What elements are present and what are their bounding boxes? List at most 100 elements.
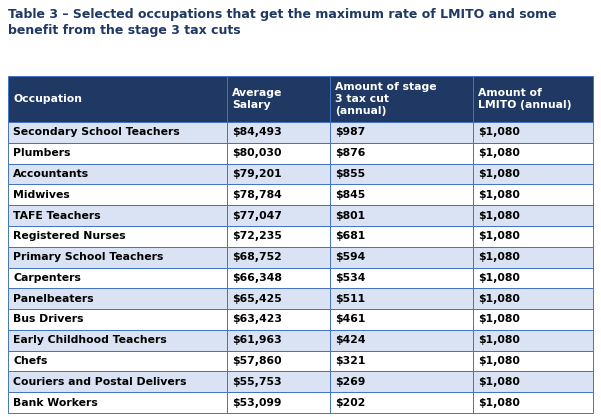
Bar	[473, 205, 593, 226]
Text: Midwives: Midwives	[13, 190, 70, 200]
Text: $63,423: $63,423	[233, 314, 282, 324]
Text: $84,493: $84,493	[233, 127, 282, 137]
Text: $845: $845	[335, 190, 365, 200]
Text: Registered Nurses: Registered Nurses	[13, 231, 126, 241]
Text: $801: $801	[335, 211, 365, 221]
Text: $80,030: $80,030	[233, 148, 282, 158]
Text: $1,080: $1,080	[478, 211, 520, 221]
Bar	[330, 247, 473, 267]
Text: $1,080: $1,080	[478, 169, 520, 179]
Text: $1,080: $1,080	[478, 231, 520, 241]
Text: $77,047: $77,047	[233, 211, 282, 221]
Bar	[8, 163, 227, 184]
Bar	[8, 226, 227, 247]
Bar	[473, 309, 593, 330]
Text: Secondary School Teachers: Secondary School Teachers	[13, 127, 180, 137]
Bar	[330, 351, 473, 372]
Bar	[473, 226, 593, 247]
Text: $681: $681	[335, 231, 365, 241]
Text: $461: $461	[335, 314, 365, 324]
Text: Bank Workers: Bank Workers	[13, 397, 98, 407]
Bar	[227, 392, 330, 413]
Bar	[330, 143, 473, 163]
Bar	[8, 143, 227, 163]
Bar	[8, 288, 227, 309]
Text: $202: $202	[335, 397, 365, 407]
Text: Amount of
LMITO (annual): Amount of LMITO (annual)	[478, 88, 572, 110]
Text: $1,080: $1,080	[478, 377, 520, 387]
Bar	[473, 330, 593, 351]
Bar	[227, 247, 330, 267]
Text: $269: $269	[335, 377, 365, 387]
Bar	[227, 351, 330, 372]
Text: $534: $534	[335, 273, 365, 283]
Bar	[8, 247, 227, 267]
Bar	[330, 330, 473, 351]
Text: $855: $855	[335, 169, 365, 179]
Bar	[227, 372, 330, 392]
Bar	[330, 372, 473, 392]
Bar	[330, 392, 473, 413]
Text: $511: $511	[335, 294, 365, 304]
Text: $424: $424	[335, 335, 365, 345]
Text: $57,860: $57,860	[233, 356, 282, 366]
Text: Carpenters: Carpenters	[13, 273, 81, 283]
Text: $1,080: $1,080	[478, 273, 520, 283]
Text: $1,080: $1,080	[478, 397, 520, 407]
Bar	[473, 351, 593, 372]
Text: $53,099: $53,099	[233, 397, 282, 407]
Text: Occupation: Occupation	[13, 94, 82, 104]
Text: $68,752: $68,752	[233, 252, 282, 262]
Text: $1,080: $1,080	[478, 252, 520, 262]
Bar	[8, 76, 227, 122]
Text: $876: $876	[335, 148, 365, 158]
Text: $61,963: $61,963	[233, 335, 282, 345]
Bar	[473, 184, 593, 205]
Text: Panelbeaters: Panelbeaters	[13, 294, 94, 304]
Text: $1,080: $1,080	[478, 148, 520, 158]
Bar	[227, 76, 330, 122]
Bar	[473, 372, 593, 392]
Bar	[227, 226, 330, 247]
Text: $1,080: $1,080	[478, 356, 520, 366]
Bar	[473, 76, 593, 122]
Text: $65,425: $65,425	[233, 294, 282, 304]
Bar	[8, 184, 227, 205]
Text: Chefs: Chefs	[13, 356, 47, 366]
Bar	[8, 309, 227, 330]
Text: Plumbers: Plumbers	[13, 148, 70, 158]
Bar	[473, 163, 593, 184]
Text: $79,201: $79,201	[233, 169, 282, 179]
Bar	[330, 76, 473, 122]
Text: $987: $987	[335, 127, 365, 137]
Text: $1,080: $1,080	[478, 127, 520, 137]
Bar	[330, 184, 473, 205]
Bar	[330, 267, 473, 288]
Text: $78,784: $78,784	[233, 190, 282, 200]
Bar	[473, 288, 593, 309]
Bar	[227, 143, 330, 163]
Text: $72,235: $72,235	[233, 231, 282, 241]
Bar	[330, 122, 473, 143]
Text: $55,753: $55,753	[233, 377, 282, 387]
Bar	[227, 288, 330, 309]
Text: Bus Drivers: Bus Drivers	[13, 314, 84, 324]
Text: Couriers and Postal Delivers: Couriers and Postal Delivers	[13, 377, 186, 387]
Bar	[473, 247, 593, 267]
Bar	[8, 205, 227, 226]
Bar	[330, 309, 473, 330]
Bar	[8, 330, 227, 351]
Text: $321: $321	[335, 356, 365, 366]
Bar	[473, 143, 593, 163]
Text: Accountants: Accountants	[13, 169, 89, 179]
Bar	[8, 122, 227, 143]
Bar	[227, 163, 330, 184]
Bar	[8, 372, 227, 392]
Bar	[473, 122, 593, 143]
Bar	[330, 226, 473, 247]
Bar	[227, 267, 330, 288]
Text: $1,080: $1,080	[478, 314, 520, 324]
Bar	[330, 205, 473, 226]
Bar	[227, 122, 330, 143]
Text: $1,080: $1,080	[478, 190, 520, 200]
